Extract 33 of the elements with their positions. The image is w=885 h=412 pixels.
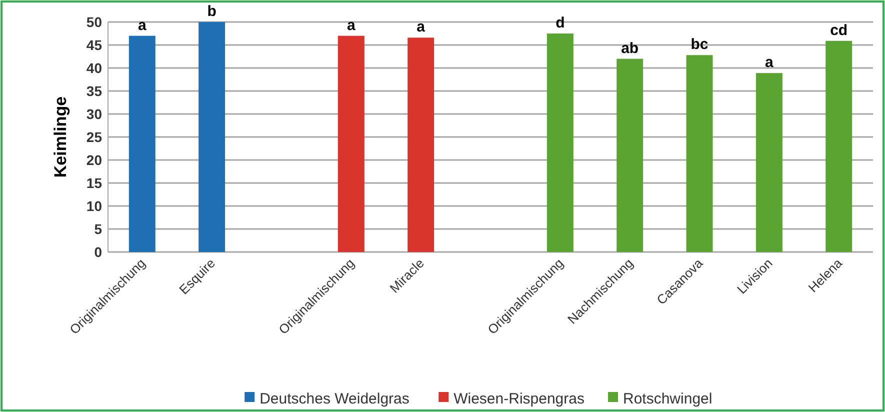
y-tick-label: 0 <box>94 244 102 260</box>
y-tick-label: 40 <box>86 60 102 76</box>
bar <box>756 73 782 252</box>
legend-label: Rotschwingel <box>623 390 712 408</box>
data-label: a <box>765 54 774 72</box>
bar <box>616 58 644 252</box>
legend-label: Wiesen-Rispengras <box>454 390 584 408</box>
bar <box>128 36 156 252</box>
data-label: a <box>346 16 356 34</box>
bar <box>686 55 713 252</box>
y-tick-label: 10 <box>86 198 102 214</box>
data-label: d <box>556 14 565 32</box>
bar <box>546 34 574 252</box>
y-tick-label: 20 <box>86 152 102 168</box>
bar <box>338 36 364 252</box>
data-label: b <box>207 3 216 20</box>
y-tick-label: 35 <box>86 82 102 99</box>
data-label: bc <box>690 36 708 54</box>
bar <box>408 38 434 252</box>
y-tick-label: 15 <box>86 174 102 191</box>
data-label: a <box>416 18 426 36</box>
bar <box>826 40 852 252</box>
data-label: a <box>138 16 147 34</box>
y-tick-label: 45 <box>86 36 102 53</box>
y-tick-label: 25 <box>86 128 102 145</box>
y-axis-title: Keimlinge <box>51 96 70 178</box>
data-label: ab <box>621 40 639 57</box>
y-tick-label: 50 <box>86 14 102 30</box>
data-label: cd <box>830 22 848 39</box>
y-tick-label: 5 <box>94 220 102 237</box>
bar <box>198 22 226 252</box>
y-tick-label: 30 <box>86 106 102 122</box>
legend-label: Deutsches Weidelgras <box>260 390 410 408</box>
